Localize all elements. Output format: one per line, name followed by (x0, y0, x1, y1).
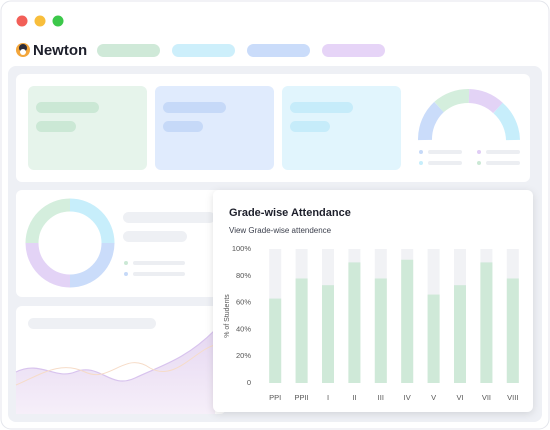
x-tick-label: V (431, 393, 436, 402)
nav-pill[interactable] (172, 44, 235, 57)
placeholder (290, 102, 353, 113)
x-tick-label: IV (404, 393, 411, 402)
x-tick-label: PPII (295, 393, 309, 402)
placeholder (163, 102, 226, 113)
nav-pill[interactable] (247, 44, 310, 57)
placeholder (124, 272, 128, 276)
y-tick-label: 80% (236, 271, 251, 280)
close-dot[interactable] (16, 15, 28, 27)
legend-placeholder (419, 150, 520, 165)
chart-subtitle: View Grade-wise attendence (229, 226, 332, 235)
chart-title: Grade-wise Attendance (229, 207, 351, 219)
bar (348, 262, 361, 383)
minimize-dot[interactable] (34, 15, 46, 27)
y-tick-label: 100% (232, 244, 252, 253)
logo (16, 43, 30, 57)
placeholder (123, 212, 215, 223)
maximize-dot[interactable] (52, 15, 64, 27)
app-name: Newton (33, 42, 87, 59)
x-tick-label: VI (456, 393, 463, 402)
bar (401, 259, 414, 383)
placeholder (133, 261, 185, 265)
x-tick-label: III (378, 393, 384, 402)
x-tick-label: VII (482, 393, 491, 402)
x-tick-label: PPI (269, 393, 281, 402)
placeholder (290, 121, 330, 132)
nav-pill[interactable] (97, 44, 160, 57)
placeholder (28, 318, 156, 329)
placeholder (124, 261, 128, 265)
bar (269, 298, 282, 383)
trend-area (16, 330, 215, 414)
donut (25, 198, 115, 288)
y-axis-label: % of Students (224, 294, 231, 338)
placeholder (163, 121, 203, 132)
placeholder (133, 272, 185, 276)
bar (480, 262, 493, 383)
y-tick-label: 20% (236, 351, 251, 360)
y-tick-label: 0 (247, 378, 251, 387)
x-tick-label: II (352, 393, 356, 402)
placeholder (123, 231, 187, 242)
bar (427, 294, 440, 383)
bar (295, 278, 308, 383)
bar (454, 285, 466, 383)
y-tick-label: 60% (236, 298, 251, 307)
bar (322, 285, 334, 383)
nav-pill[interactable] (322, 44, 385, 57)
placeholder (36, 102, 99, 113)
placeholder (36, 121, 76, 132)
chart-card (213, 190, 533, 412)
y-tick-label: 40% (236, 324, 251, 333)
trend-line (15, 344, 216, 386)
bar (506, 278, 519, 383)
x-tick-label: I (327, 393, 329, 402)
gauge (418, 89, 520, 141)
x-tick-label: VIII (507, 393, 518, 402)
bar (374, 278, 387, 383)
